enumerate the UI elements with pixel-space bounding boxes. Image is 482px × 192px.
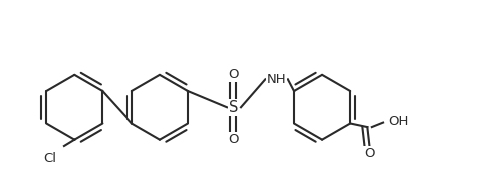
Text: O: O	[228, 133, 239, 146]
Text: O: O	[228, 68, 239, 81]
Text: S: S	[228, 100, 238, 115]
Text: OH: OH	[388, 115, 409, 128]
Text: O: O	[364, 147, 375, 160]
Text: NH: NH	[267, 73, 286, 86]
Text: Cl: Cl	[43, 152, 56, 165]
